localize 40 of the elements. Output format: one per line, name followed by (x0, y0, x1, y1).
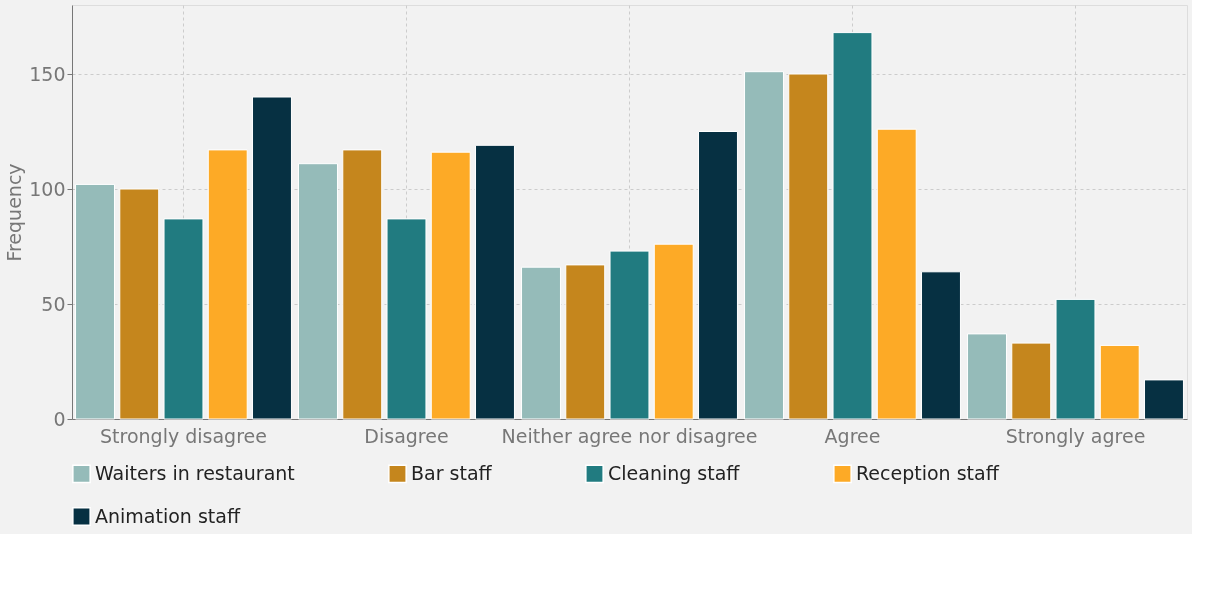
bar (342, 149, 383, 420)
bar (75, 183, 115, 420)
bar (832, 32, 873, 420)
bar (521, 266, 561, 420)
bar (1099, 344, 1140, 420)
bar (876, 128, 917, 420)
legend-label: Animation staff (95, 504, 241, 527)
bar (119, 188, 160, 420)
legend-label: Bar staff (411, 461, 493, 484)
y-tick-label: 100 (29, 177, 66, 200)
x-tick-label: Strongly disagree (100, 424, 267, 447)
bar (1055, 298, 1096, 420)
y-tick-label: 50 (41, 292, 66, 315)
y-tick-label: 0 (53, 407, 66, 430)
bar (475, 144, 515, 420)
x-tick-label: Agree (824, 424, 881, 447)
bar (1011, 342, 1052, 420)
bar (1144, 379, 1184, 420)
bar (298, 163, 338, 420)
bar (386, 218, 427, 420)
legend-label: Cleaning staff (608, 461, 741, 484)
bar (565, 264, 606, 420)
bar (698, 131, 738, 420)
x-tick-label: Neither agree nor disagree (501, 424, 758, 447)
x-tick-label: Disagree (364, 424, 449, 447)
bar (207, 149, 248, 420)
bar (252, 96, 292, 420)
y-tick-label: 150 (29, 62, 66, 85)
x-tick-label: Strongly agree (1005, 424, 1146, 447)
bar (430, 151, 471, 420)
bar (163, 218, 204, 420)
bar (653, 243, 694, 420)
bar (921, 271, 961, 420)
y-axis-title: Frequency (3, 163, 26, 262)
bar (788, 73, 829, 420)
legend-label: Waiters in restaurant (95, 461, 295, 484)
bar (744, 71, 784, 420)
bar (609, 250, 650, 420)
legend-label: Reception staff (856, 461, 1000, 484)
bar (967, 333, 1007, 420)
